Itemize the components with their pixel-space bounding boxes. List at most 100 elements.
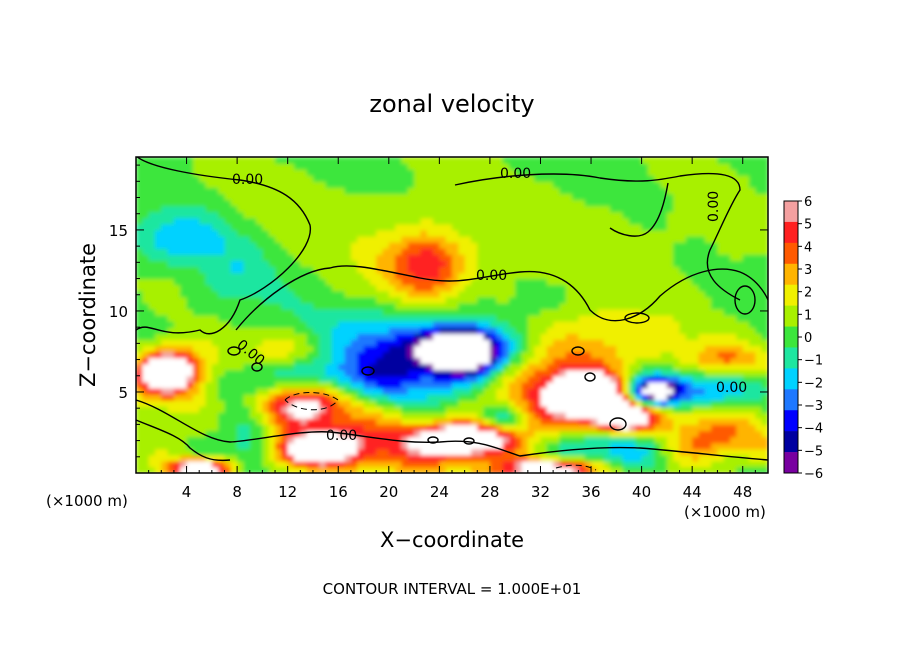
heatmap-cell xyxy=(136,387,143,395)
heatmap-cell xyxy=(489,260,497,267)
heatmap-cell xyxy=(660,321,668,328)
heatmap-cell xyxy=(736,442,744,450)
heatmap-cell xyxy=(477,327,485,334)
heatmap-cell xyxy=(711,169,719,176)
heatmap-cell xyxy=(395,296,403,304)
heatmap-cell xyxy=(281,248,289,255)
heatmap-cell xyxy=(477,284,485,292)
heatmap-cell xyxy=(211,327,219,334)
heatmap-cell xyxy=(275,315,282,322)
heatmap-cell xyxy=(319,327,327,334)
heatmap-cell xyxy=(306,266,314,274)
heatmap-cell xyxy=(527,193,535,201)
heatmap-cell xyxy=(186,400,194,407)
heatmap-cell xyxy=(224,181,232,188)
heatmap-cell xyxy=(464,412,472,419)
heatmap-cell xyxy=(287,406,295,413)
heatmap-cell xyxy=(224,187,232,195)
heatmap-cell xyxy=(698,418,706,425)
heatmap-cell xyxy=(508,375,516,383)
heatmap-cell xyxy=(275,290,282,298)
heatmap-cell xyxy=(673,375,681,383)
heatmap-cell xyxy=(319,363,327,371)
heatmap-cell xyxy=(483,351,491,359)
heatmap-cell xyxy=(628,187,636,195)
heatmap-cell xyxy=(136,406,143,413)
heatmap-cell xyxy=(142,363,150,371)
heatmap-cell xyxy=(546,187,554,195)
heatmap-cell xyxy=(142,193,150,201)
heatmap-cell xyxy=(230,387,238,395)
heatmap-cell xyxy=(591,466,598,473)
heatmap-cell xyxy=(685,181,693,188)
heatmap-cell xyxy=(660,363,668,371)
heatmap-cell xyxy=(395,236,403,243)
heatmap-cell xyxy=(477,339,485,346)
heatmap-cell xyxy=(477,375,485,383)
heatmap-cell xyxy=(186,157,194,164)
heatmap-cell xyxy=(306,236,314,243)
heatmap-cell xyxy=(230,369,238,377)
heatmap-cell xyxy=(243,381,251,389)
heatmap-cell xyxy=(521,260,529,267)
heatmap-cell xyxy=(572,284,579,292)
heatmap-cell xyxy=(287,284,295,292)
heatmap-cell xyxy=(376,418,384,425)
heatmap-cell xyxy=(407,260,415,267)
heatmap-cell xyxy=(610,308,617,316)
heatmap-cell xyxy=(218,163,226,170)
heatmap-cell xyxy=(546,242,554,249)
heatmap-cell xyxy=(597,436,605,444)
heatmap-cell xyxy=(388,211,396,219)
heatmap-cell xyxy=(521,327,529,334)
heatmap-cell xyxy=(350,187,358,195)
heatmap-cell xyxy=(578,448,586,456)
heatmap-cell xyxy=(591,454,598,462)
heatmap-cell xyxy=(502,400,510,407)
heatmap-cell xyxy=(578,430,586,438)
heatmap-cell xyxy=(275,351,282,359)
heatmap-cell xyxy=(357,345,365,353)
heatmap-cell xyxy=(597,211,605,219)
heatmap-cell xyxy=(161,460,169,468)
heatmap-cell xyxy=(515,430,523,438)
heatmap-cell xyxy=(325,460,333,468)
heatmap-cell xyxy=(730,278,737,286)
heatmap-cell xyxy=(502,363,510,371)
heatmap-cell xyxy=(186,357,194,365)
heatmap-cell xyxy=(477,454,485,462)
heatmap-cell xyxy=(616,260,624,267)
heatmap-cell xyxy=(685,436,693,444)
heatmap-cell xyxy=(698,181,706,188)
heatmap-cell xyxy=(407,351,415,359)
heatmap-cell xyxy=(496,351,504,359)
heatmap-cell xyxy=(673,345,681,353)
heatmap-cell xyxy=(610,296,617,304)
heatmap-cell xyxy=(426,308,434,316)
heatmap-cell xyxy=(357,424,365,432)
heatmap-cell xyxy=(616,248,624,255)
heatmap-cell xyxy=(483,169,491,176)
heatmap-cell xyxy=(591,400,598,407)
heatmap-cell xyxy=(420,157,428,164)
heatmap-cell xyxy=(458,193,466,201)
heatmap-cell xyxy=(211,460,219,468)
heatmap-cell xyxy=(388,278,396,286)
heatmap-cell xyxy=(578,381,586,389)
heatmap-cell xyxy=(704,327,712,334)
heatmap-cell xyxy=(218,290,226,298)
heatmap-cell xyxy=(281,169,289,176)
heatmap-cell xyxy=(199,412,207,419)
heatmap-cell xyxy=(382,308,390,316)
heatmap-cell xyxy=(268,284,276,292)
heatmap-cell xyxy=(527,223,535,231)
heatmap-cell xyxy=(464,272,472,280)
heatmap-cell xyxy=(376,296,384,304)
heatmap-cell xyxy=(565,217,573,225)
heatmap-cell xyxy=(660,211,668,219)
heatmap-cell xyxy=(597,418,605,425)
heatmap-cell xyxy=(527,272,535,280)
heatmap-cell xyxy=(717,248,725,255)
heatmap-cell xyxy=(679,351,687,359)
heatmap-cell xyxy=(553,163,561,170)
